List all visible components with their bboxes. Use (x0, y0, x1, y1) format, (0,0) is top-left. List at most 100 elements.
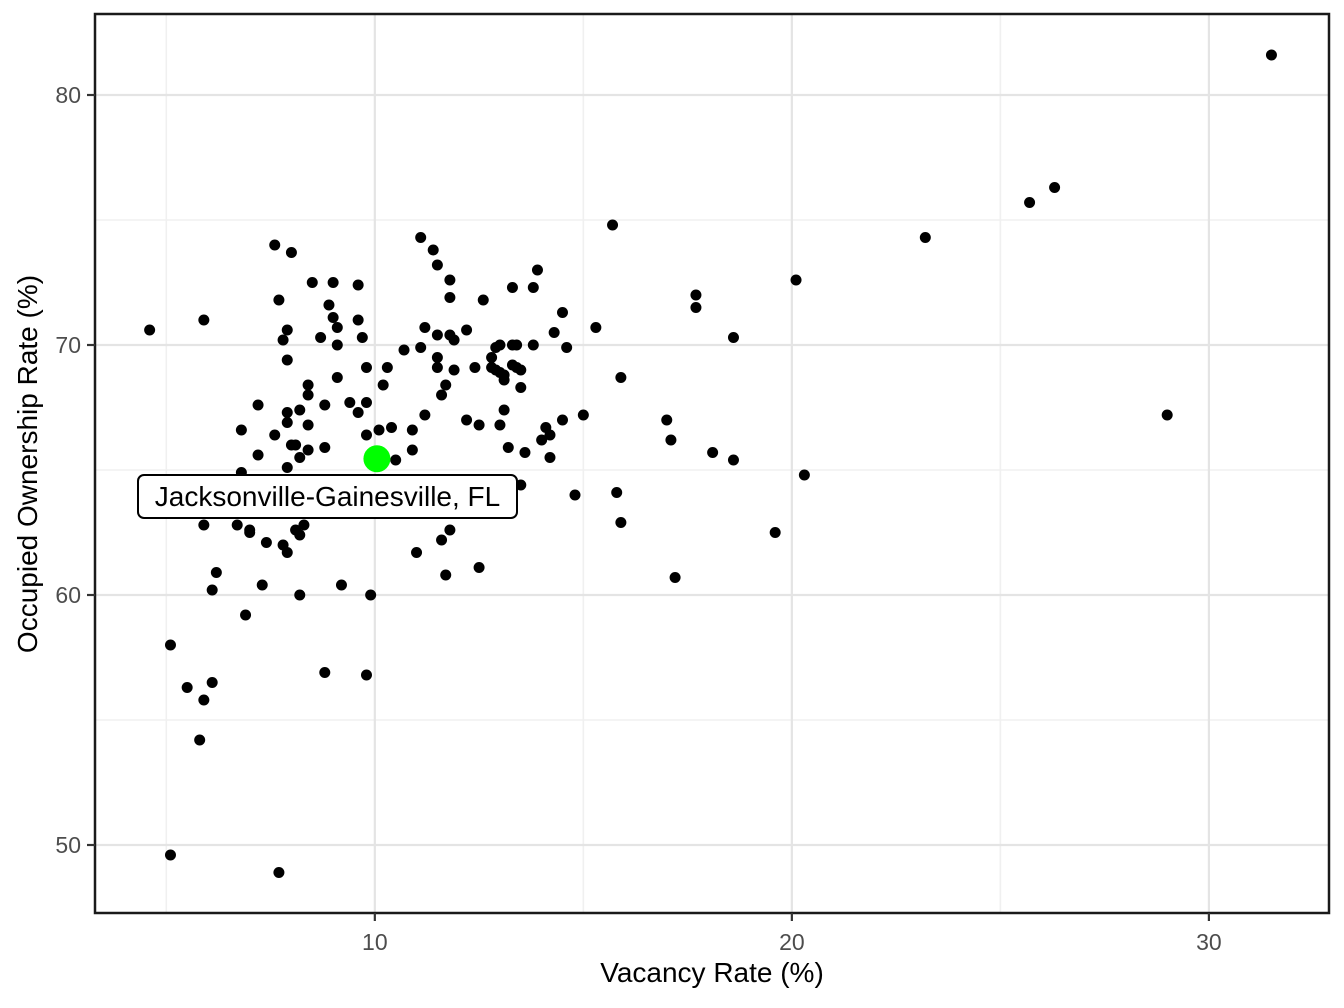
metro-areas-point (431, 259, 443, 271)
y-axis-title: Occupied Ownership Rate (%) (6, 14, 50, 913)
metro-areas-point (281, 547, 293, 558)
metro-areas-point (352, 407, 364, 418)
x-tick-label: 30 (1196, 929, 1222, 955)
metro-areas-point (360, 669, 372, 681)
metro-areas-point (515, 479, 527, 491)
metro-areas-point (144, 324, 156, 336)
metro-areas-point (260, 537, 272, 548)
metro-areas-point (1049, 182, 1061, 193)
metro-areas-point (798, 469, 810, 481)
metro-areas-point (527, 282, 539, 293)
metro-areas-point (531, 264, 543, 276)
metro-areas-point (615, 517, 627, 528)
panel-border (93, 12, 1331, 915)
metro-areas-point (590, 322, 602, 333)
metro-areas-point (494, 419, 506, 431)
metro-areas-point (360, 362, 372, 373)
x-tick-label: 20 (779, 929, 805, 955)
metro-areas-point (431, 352, 443, 363)
metro-areas-point (244, 527, 256, 538)
metro-areas-point (198, 519, 210, 531)
y-tick-label: 50 (55, 832, 81, 858)
metro-areas-point (360, 397, 372, 408)
metro-areas-point (281, 407, 293, 418)
metro-areas-point (294, 452, 306, 463)
metro-areas-point (448, 364, 460, 376)
metro-areas-point (544, 429, 556, 441)
metro-areas-point (406, 424, 418, 436)
metro-areas-point (281, 417, 293, 428)
metro-areas-point (415, 342, 427, 353)
metro-areas-point (319, 442, 331, 453)
metro-areas-point (386, 422, 398, 433)
metro-areas-point (1265, 49, 1277, 61)
metro-areas-point (298, 519, 310, 531)
metro-areas-point (327, 277, 339, 288)
metro-areas-point (769, 527, 781, 538)
metro-areas-point (302, 419, 314, 431)
metro-areas-point (273, 867, 285, 878)
metro-areas-point (419, 409, 431, 421)
metro-areas-point (444, 292, 456, 303)
metro-areas-point (164, 849, 176, 861)
metro-areas-point (727, 332, 739, 343)
metro-areas-point (661, 414, 673, 426)
metro-areas-point (611, 487, 623, 498)
metro-areas-point (377, 379, 389, 391)
metro-areas-point (790, 274, 802, 286)
metro-areas-point (306, 277, 318, 288)
metro-areas-point (331, 372, 343, 383)
metro-areas-point (294, 589, 306, 601)
metro-areas-point (252, 399, 264, 411)
metro-areas-point (519, 447, 531, 458)
metro-areas-point (294, 404, 306, 416)
metro-areas-point (302, 379, 314, 391)
metro-areas-point (352, 279, 364, 291)
metro-areas-point (1161, 409, 1173, 421)
y-tick-label: 80 (55, 82, 81, 108)
metro-areas-point (527, 339, 539, 351)
metro-areas-point (690, 289, 702, 301)
metro-areas-point (431, 329, 443, 341)
metro-areas-point (335, 579, 347, 591)
metro-areas-point (440, 569, 452, 581)
metro-areas-point (273, 294, 285, 306)
metro-areas-point (561, 342, 573, 353)
metro-areas-point (290, 439, 302, 451)
metro-areas-point (406, 444, 418, 456)
metro-areas-point (515, 382, 527, 393)
metro-areas-point (319, 399, 331, 411)
metro-areas-point (469, 362, 481, 373)
metro-areas-point (548, 327, 560, 338)
metro-areas-point (269, 239, 281, 251)
metro-areas-point (281, 462, 293, 473)
metro-areas-point (269, 429, 281, 441)
metro-areas-point (319, 667, 331, 678)
metro-areas-point (344, 397, 356, 408)
metro-areas-point (331, 322, 343, 333)
metro-areas-point (281, 354, 293, 366)
x-axis-title: Vacancy Rate (%) (600, 957, 824, 988)
metro-areas-point (444, 274, 456, 286)
metro-areas-point (198, 694, 210, 706)
metro-areas-point (331, 339, 343, 351)
metro-areas-point (235, 424, 247, 436)
metro-areas-point (206, 677, 218, 688)
metro-areas-point (327, 312, 339, 323)
metro-areas-point (544, 452, 556, 463)
metro-areas-point (390, 454, 402, 466)
metro-areas-point (515, 364, 527, 376)
metro-areas-point (164, 639, 176, 651)
metro-areas-point (461, 414, 473, 426)
metro-areas-point (569, 489, 581, 501)
metro-areas-point (302, 389, 314, 401)
metro-areas-point (669, 572, 681, 583)
metro-areas-point (498, 374, 510, 386)
metro-areas-point (436, 534, 448, 546)
metro-areas-point (427, 244, 439, 256)
metro-areas-point (486, 352, 498, 363)
metro-areas-point (436, 389, 448, 401)
metro-areas-point (294, 529, 306, 541)
metro-areas-point (252, 449, 264, 461)
